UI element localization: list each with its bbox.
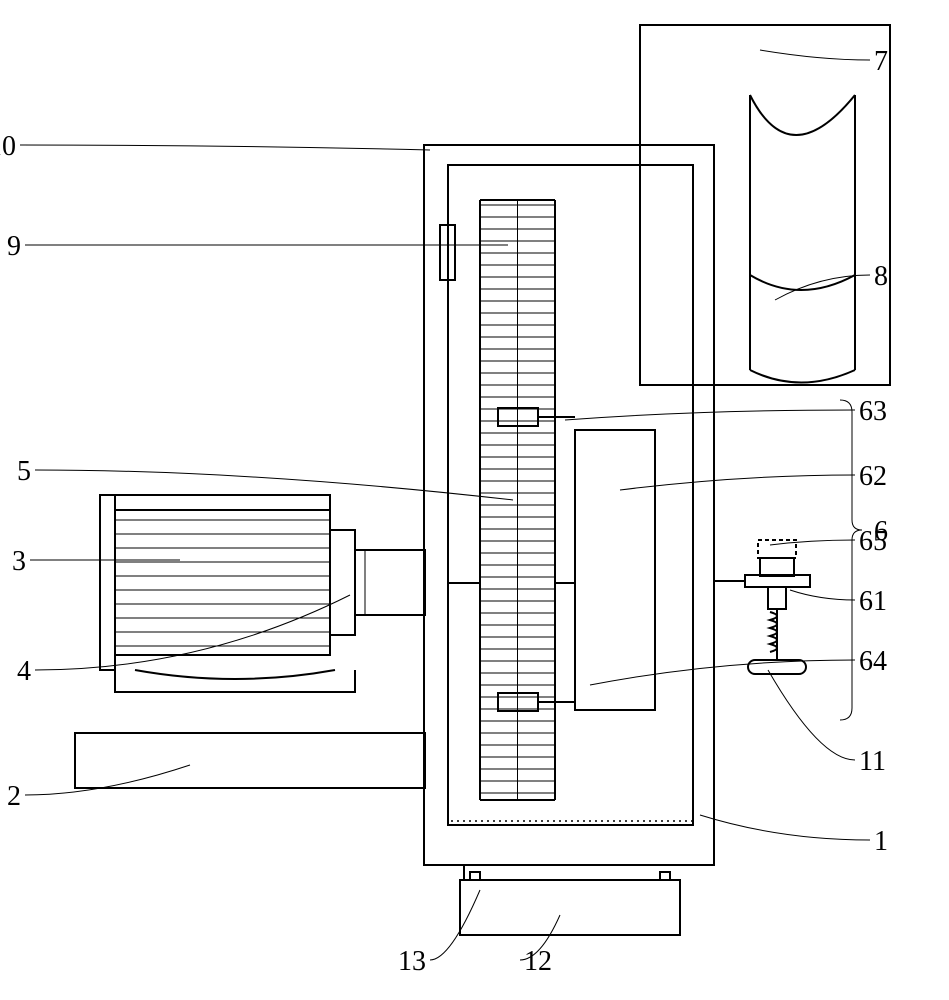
inner-panel (448, 165, 693, 825)
callout-label: 8 (874, 261, 888, 292)
callout-label: 2 (7, 781, 21, 812)
base-bar (75, 733, 425, 788)
leader-line (25, 765, 190, 795)
upper-inner-curve (750, 95, 855, 135)
spring (770, 612, 777, 652)
leader-line (20, 145, 430, 150)
callout-label: 11 (859, 746, 886, 777)
callout-label: 7 (874, 46, 888, 77)
leader-line (760, 50, 870, 60)
upper-block (640, 25, 890, 385)
side-plate (575, 430, 655, 710)
callout-label: 64 (859, 646, 887, 677)
main-housing (424, 145, 714, 865)
callout-label: 62 (859, 461, 887, 492)
callout-label: 12 (524, 946, 552, 977)
callout-label: 13 (398, 946, 426, 977)
motor-body (115, 510, 330, 655)
callout-label: 63 (859, 396, 887, 427)
callout-label: 4 (17, 656, 31, 687)
leader-line (768, 670, 855, 760)
leader-line (790, 590, 855, 600)
bottom-base (460, 880, 680, 935)
callout-label: 61 (859, 586, 887, 617)
callout-label: 1 (874, 826, 888, 857)
leader-line (700, 815, 870, 840)
callout-label: 3 (12, 546, 26, 577)
leader-line (565, 410, 855, 420)
callout-label: 10 (0, 131, 16, 162)
callout-label: 9 (7, 231, 21, 262)
leader-line (430, 890, 480, 960)
callout-label: 5 (17, 456, 31, 487)
leader-line (590, 660, 855, 685)
callout-label: 65 (859, 526, 887, 557)
